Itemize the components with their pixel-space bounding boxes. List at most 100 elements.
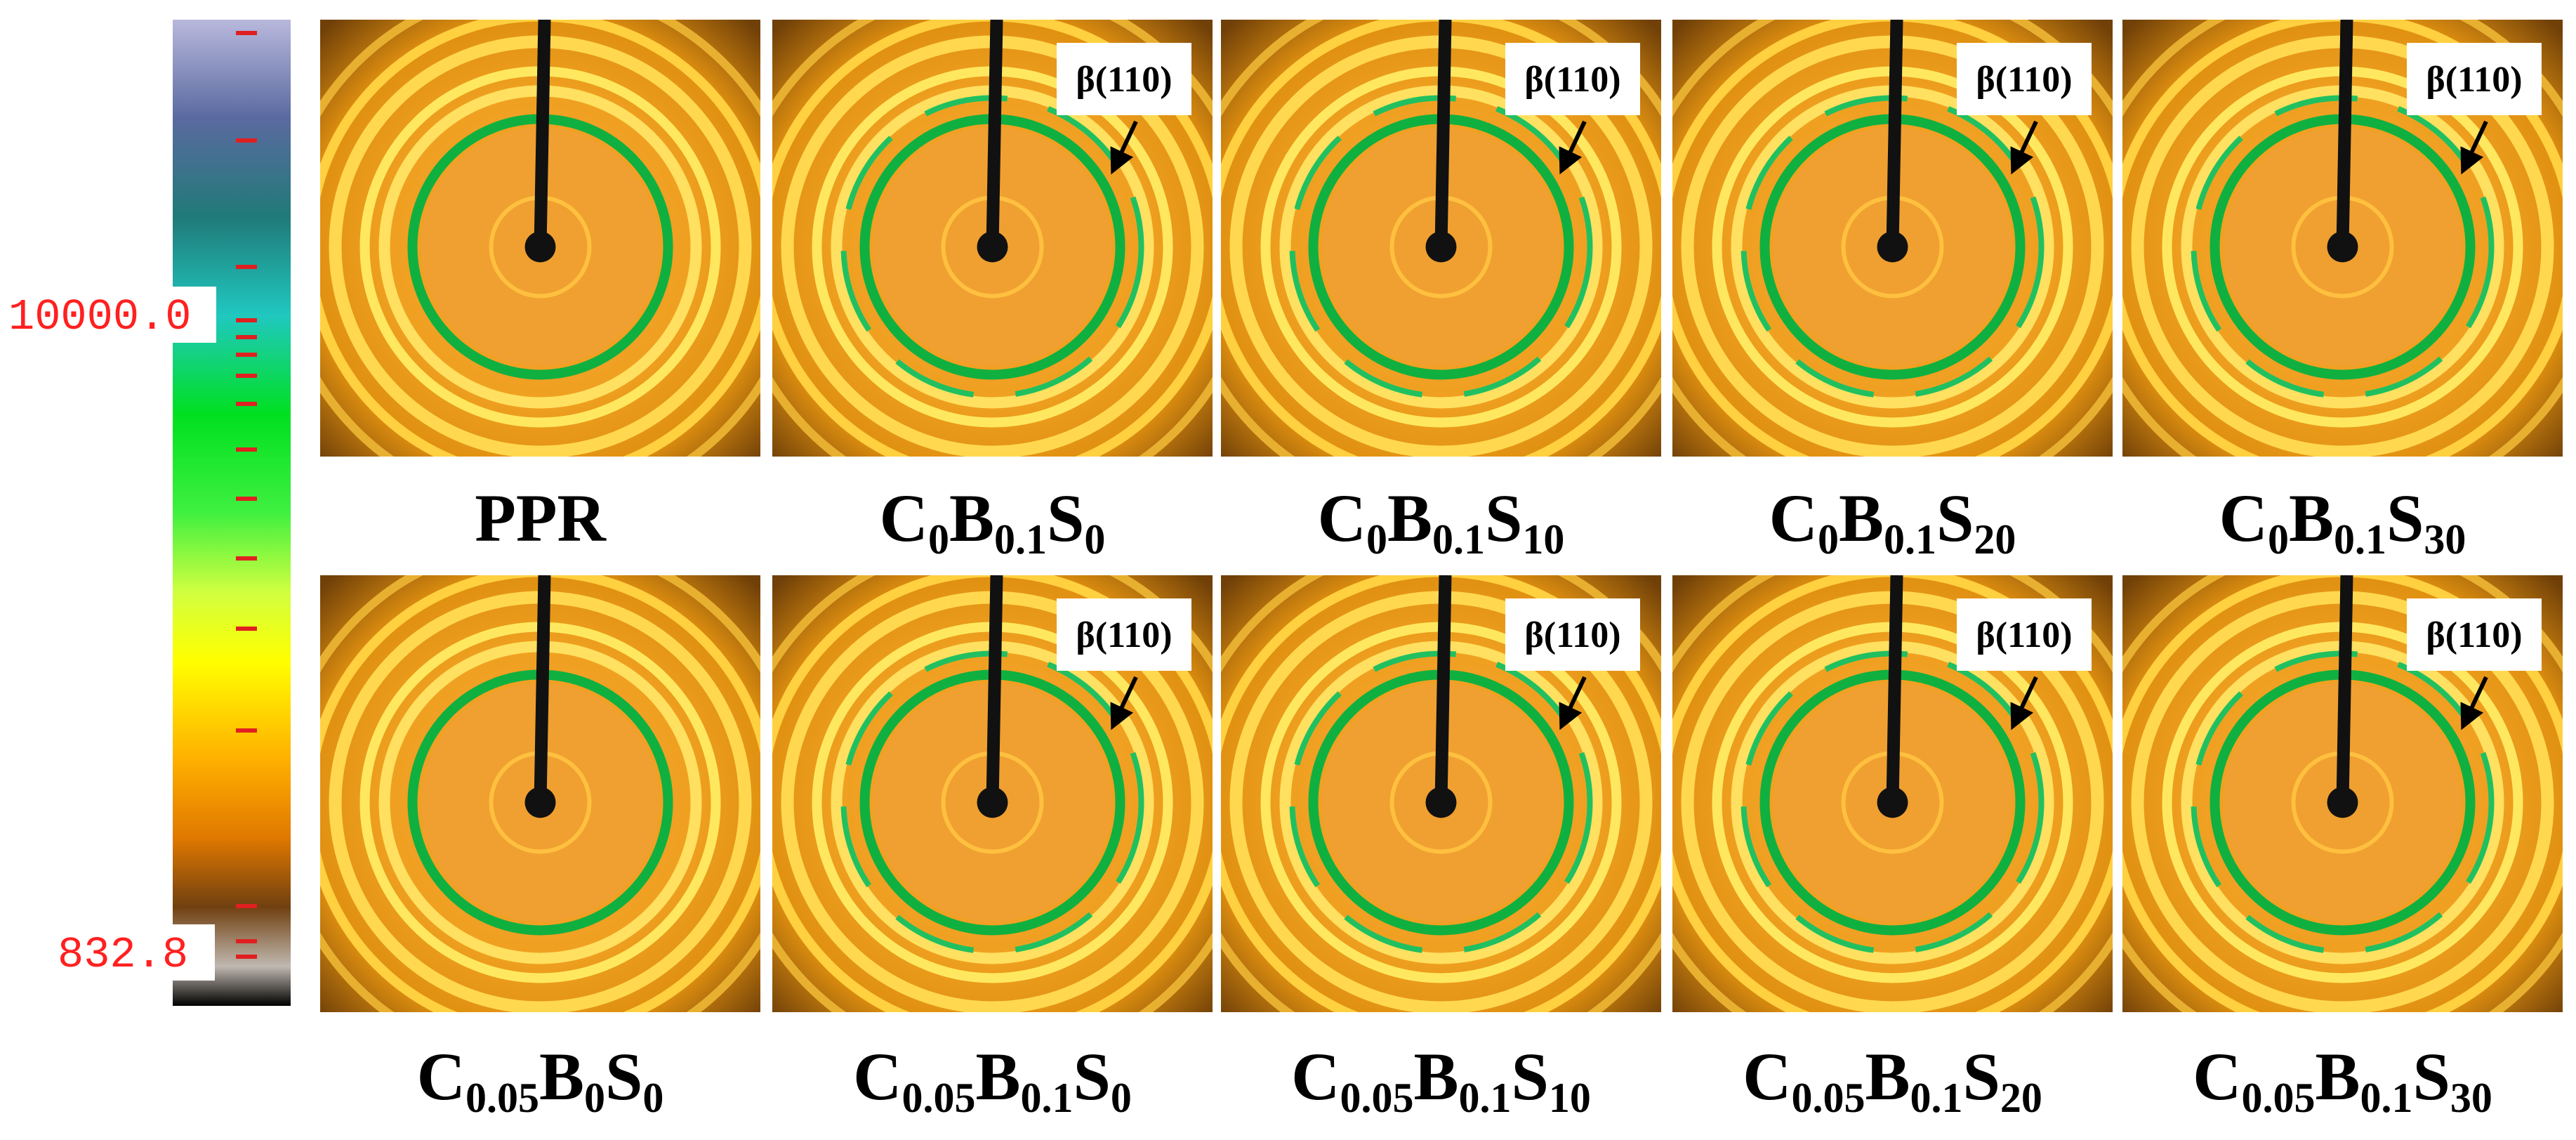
beam-stop — [1886, 575, 1903, 803]
beam-center — [2327, 787, 2358, 818]
beam-stop — [1434, 575, 1452, 803]
subscript: 0.1 — [2334, 516, 2386, 563]
annotation-box — [1505, 598, 1640, 671]
panel: β(110) C0.05B0.1S30 — [2122, 575, 2563, 1121]
label-part: B — [949, 480, 994, 556]
label-part: B — [975, 1039, 1020, 1114]
subscript: 0.05 — [1340, 1075, 1413, 1121]
panel-label: C0B0.1S20 — [1769, 480, 2016, 563]
subscript: 0 — [1084, 516, 1105, 563]
label-part: C — [1291, 1039, 1340, 1114]
label-part: C — [2219, 480, 2268, 556]
subscript: 0.05 — [1791, 1075, 1865, 1121]
label-part: S — [1511, 1039, 1548, 1114]
colorbar-label: 832.8 — [58, 930, 188, 980]
beam-stop — [2336, 20, 2353, 247]
label-box — [6, 287, 216, 343]
annotation: β(110) — [2426, 60, 2522, 100]
beam-center — [977, 787, 1008, 818]
label-part: B — [1413, 1039, 1458, 1114]
label-box — [53, 924, 215, 981]
label-part: PPR — [475, 480, 607, 556]
pattern-image — [772, 20, 1213, 457]
subscript: 20 — [2000, 1075, 2042, 1121]
subscript: 30 — [2450, 1075, 2492, 1121]
label-part: C — [1769, 480, 1818, 556]
annotation-box — [1057, 598, 1191, 671]
label-part: C — [417, 1039, 465, 1114]
subscript: 0 — [1818, 516, 1839, 563]
label-part: B — [539, 1039, 584, 1114]
arrow — [2460, 676, 2488, 730]
subscript: 0.1 — [1910, 1075, 1962, 1121]
label-part: B — [2289, 480, 2334, 556]
label-part: B — [2315, 1039, 2360, 1114]
beam-stop — [986, 20, 1003, 247]
panel: β(110) C0B0.1S20 — [1672, 20, 2113, 563]
pattern-image — [1221, 575, 1661, 1012]
arrow — [2460, 120, 2488, 175]
panel-label: C0.05B0.1S30 — [2193, 1039, 2492, 1121]
panel: β(110) C0B0.1S30 — [2122, 20, 2563, 563]
subscript: 0.1 — [1432, 516, 1485, 563]
beam-center — [977, 231, 1008, 263]
pattern-image — [320, 20, 760, 457]
label-part: B — [1839, 480, 1884, 556]
annotation: β(110) — [1524, 615, 1620, 655]
label-part: S — [1485, 480, 1522, 556]
label-part: S — [2386, 480, 2424, 556]
subscript: 0.05 — [901, 1075, 975, 1121]
annotation: β(110) — [1976, 60, 2072, 100]
annotation-box — [1957, 598, 2092, 671]
beam-center — [1877, 231, 1908, 263]
subscript: 0 — [2268, 516, 2289, 563]
label-part: S — [1936, 480, 1974, 556]
arrow — [2010, 676, 2038, 730]
annotation-box — [1057, 43, 1191, 115]
colorbar-ticks — [236, 31, 257, 959]
annotation-box — [2407, 43, 2542, 115]
beam-center — [1877, 787, 1908, 818]
annotation: β(110) — [1976, 615, 2072, 655]
subscript: 0.05 — [465, 1075, 539, 1121]
panel-label: C0.05B0.1S0 — [853, 1039, 1132, 1121]
label-part: C — [853, 1039, 901, 1114]
panel-label: C0B0.1S30 — [2219, 480, 2466, 563]
subscript: 0.1 — [2360, 1075, 2412, 1121]
label-part: C — [1743, 1039, 1791, 1114]
beam-stop — [534, 20, 551, 247]
panel: C0.05B0S0 — [320, 575, 760, 1121]
panel-label: C0.05B0S0 — [417, 1039, 664, 1121]
subscript: 0 — [1111, 1075, 1132, 1121]
annotation-box — [1505, 43, 1640, 115]
subscript: 0 — [642, 1075, 663, 1121]
label-part: S — [1047, 480, 1084, 556]
annotation: β(110) — [1076, 60, 1172, 100]
panel: β(110)C0B0.1S0 — [772, 20, 1213, 563]
panel: β(110) C0.05B0.1S20 — [1672, 575, 2113, 1121]
arrow — [1110, 676, 1138, 730]
label-part: S — [1962, 1039, 2000, 1114]
beam-center — [1425, 231, 1457, 263]
subscript: 0 — [928, 516, 949, 563]
subscript: 0.1 — [994, 516, 1047, 563]
arrow — [1559, 120, 1587, 175]
label-part: C — [2193, 1039, 2241, 1114]
panel-label: C0B0.1S10 — [1318, 480, 1565, 563]
beam-stop — [986, 575, 1003, 803]
beam-stop — [2336, 575, 2353, 803]
panel: PPR — [320, 20, 760, 556]
beam-center — [1425, 787, 1457, 818]
subscript: 20 — [1974, 516, 2016, 563]
annotation: β(110) — [1076, 615, 1172, 655]
subscript: 10 — [1549, 1075, 1591, 1121]
subscript: 0.05 — [2241, 1075, 2315, 1121]
label-part: S — [2412, 1039, 2450, 1114]
subscript: 10 — [1522, 516, 1564, 563]
subscript: 0 — [1366, 516, 1387, 563]
annotation: β(110) — [1524, 60, 1620, 100]
annotation-box — [1957, 43, 2092, 115]
panel: β(110) C0.05B0.1S0 — [772, 575, 1213, 1121]
panel-label: C0.05B0.1S10 — [1291, 1039, 1591, 1121]
